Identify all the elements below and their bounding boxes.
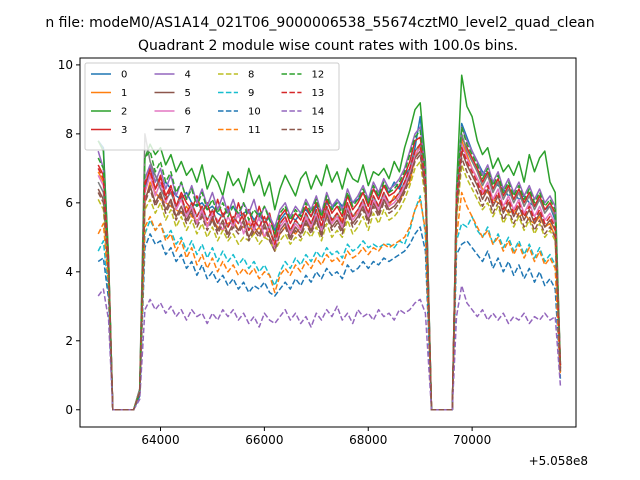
- series-line-15: [97, 153, 562, 411]
- y-tick-label: 8: [65, 127, 73, 141]
- chart-title: Quadrant 2 module wise count rates with …: [138, 38, 518, 54]
- legend-label-10: 10: [248, 107, 261, 118]
- y-tick-label: 4: [65, 265, 73, 279]
- series-line-13: [97, 143, 562, 411]
- y-tick-label: 10: [58, 58, 73, 72]
- legend-label-5: 5: [185, 88, 191, 99]
- legend-label-12: 12: [312, 70, 325, 81]
- series-line-5: [97, 150, 562, 411]
- legend-label-6: 6: [185, 107, 191, 118]
- x-tick-label: 64000: [141, 433, 179, 447]
- series-line-9: [97, 195, 562, 411]
- legend-label-11: 11: [248, 125, 261, 136]
- series-line-6: [97, 143, 562, 411]
- legend-label-13: 13: [312, 88, 325, 99]
- legend-label-0: 0: [121, 70, 127, 81]
- series-lines: [97, 74, 562, 411]
- legend-label-4: 4: [185, 70, 191, 81]
- legend-label-2: 2: [121, 107, 127, 118]
- axes-frame: [79, 57, 577, 428]
- x-offset-label: +5.058e8: [529, 454, 588, 468]
- legend-label-1: 1: [121, 88, 127, 99]
- x-tick-label: 70000: [453, 433, 491, 447]
- y-tick-label: 0: [65, 403, 73, 417]
- series-line-2: [97, 74, 562, 411]
- legend-label-8: 8: [248, 70, 254, 81]
- series-line-10: [97, 226, 562, 411]
- series-line-12: [97, 126, 562, 411]
- figure-suptitle: n file: modeM0/AS1A14_021T06_9000006538_…: [45, 15, 594, 31]
- x-tick-label: 66000: [245, 433, 283, 447]
- series-line-14: [97, 284, 562, 411]
- y-tick-label: 6: [65, 196, 73, 210]
- legend-label-15: 15: [312, 125, 325, 136]
- series-line-4: [97, 126, 562, 411]
- x-tick-label: 68000: [349, 433, 387, 447]
- legend-label-9: 9: [248, 88, 254, 99]
- y-tick-label: 2: [65, 334, 73, 348]
- legend-label-14: 14: [312, 107, 325, 118]
- legend-label-7: 7: [185, 125, 191, 136]
- legend-box: [84, 62, 340, 151]
- series-line-8: [97, 160, 562, 411]
- legend-label-3: 3: [121, 125, 127, 136]
